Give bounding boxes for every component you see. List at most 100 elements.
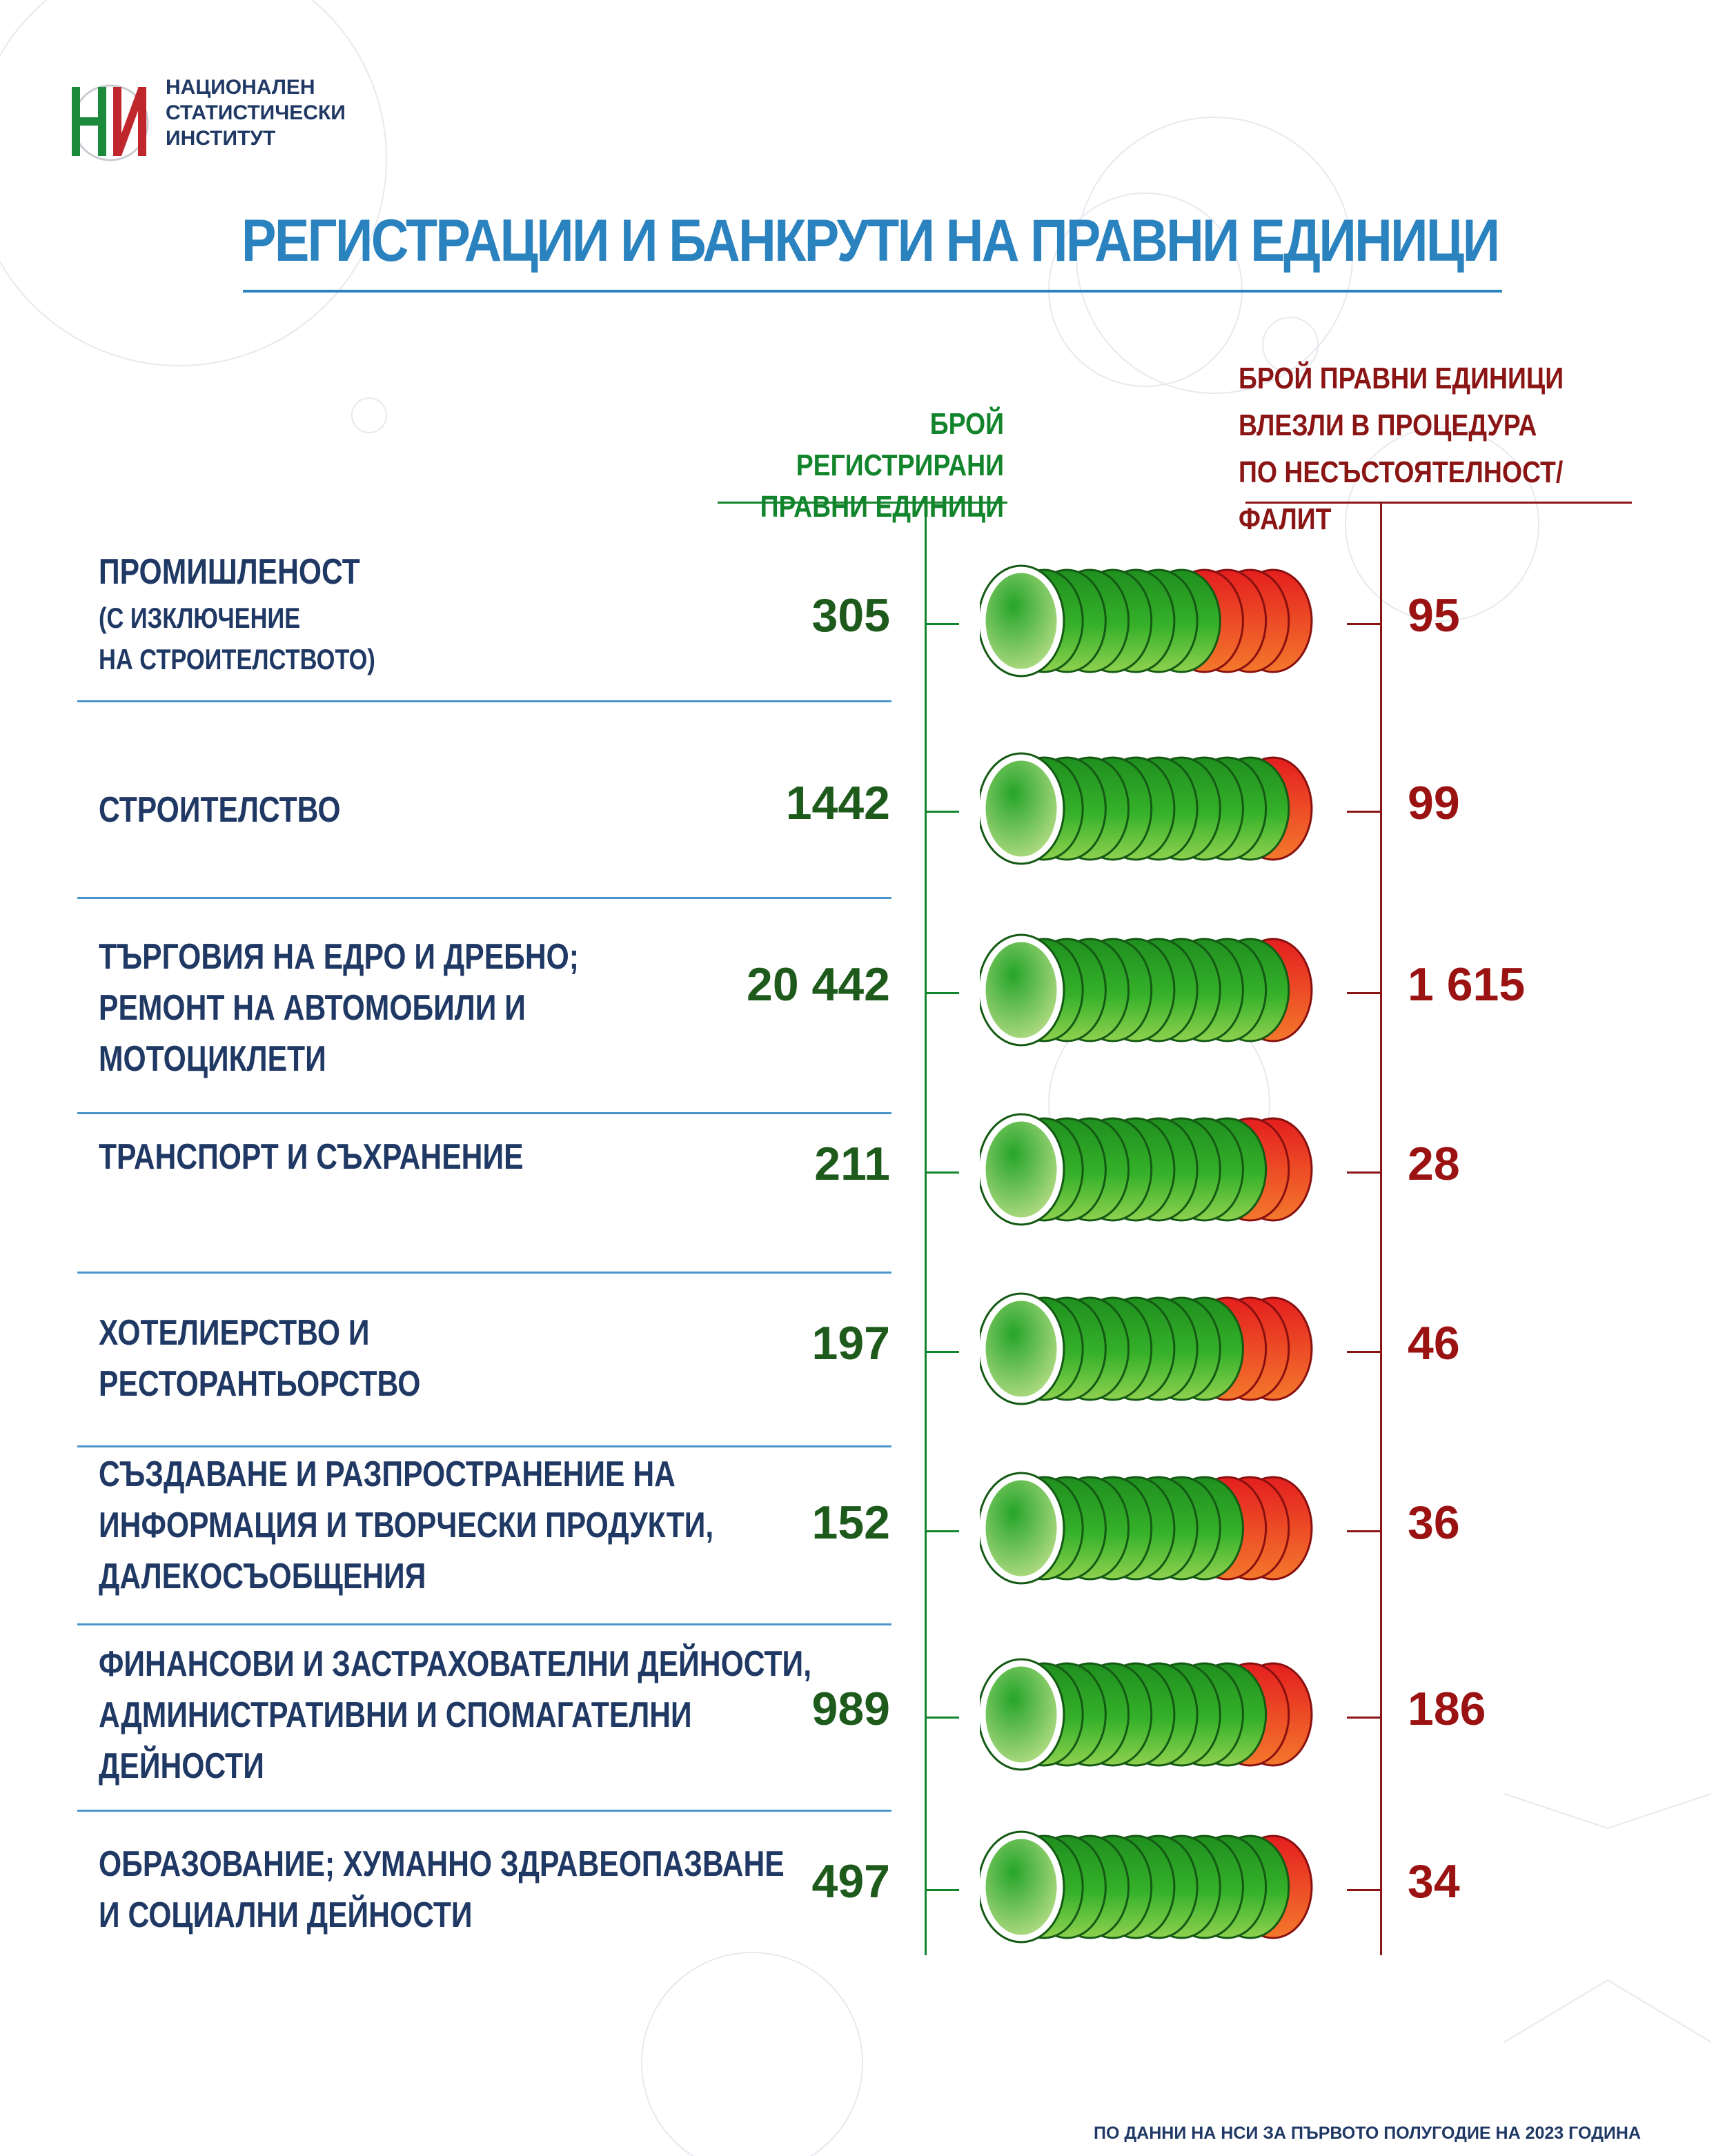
registered-axis (925, 502, 927, 1955)
coil-face (980, 1660, 1063, 1769)
coil-icon (980, 1472, 1313, 1585)
sector-label: ТЪРГОВИЯ НА ЕДРО И ДРЕБНО; РЕМОНТ НА АВТО… (99, 931, 579, 1085)
coil-rim (980, 752, 1065, 865)
sector-label-line: ТЪРГОВИЯ НА ЕДРО И ДРЕБНО; (99, 937, 579, 977)
coil-icon (980, 1658, 1313, 1771)
sector-label-line: СТРОИТЕЛСТВО (99, 790, 341, 830)
sector-label: ХОТЕЛИЕРСТВО И РЕСТОРАНТЬОРСТВО (99, 1307, 420, 1410)
coil-face (980, 1474, 1063, 1583)
registered-tick (925, 1889, 959, 1891)
coil-rim (980, 933, 1065, 1047)
sector-label-line: ХОТЕЛИЕРСТВО И (99, 1313, 370, 1353)
sector-label-line: АДМИНИСТРАТИВНИ И СПОМАГАТЕЛНИ (99, 1695, 692, 1735)
organization-name: НАЦИОНАЛЕН СТАТИСТИЧЕСКИ ИНСТИТУТ (166, 75, 373, 151)
coil-rim (980, 1658, 1065, 1771)
bankrupt-value: 36 (1408, 1496, 1460, 1549)
registered-header-line-2: ПРАВНИ ЕДИНИЦИ (760, 490, 1004, 524)
registered-header-underline (718, 502, 1007, 504)
bankrupt-header-line-1: БРОЙ ПРАВНИ ЕДИНИЦИ (1239, 362, 1564, 395)
sector-label: ФИНАНСОВИ И ЗАСТРАХОВАТЕЛНИ ДЕЙНОСТИ, АДМ… (99, 1639, 811, 1792)
bankrupt-tick (1347, 1530, 1380, 1532)
bankrupt-value: 1 615 (1408, 958, 1526, 1011)
coil-icon (980, 564, 1313, 678)
registered-value: 197 (811, 1317, 890, 1369)
sector-sublabel-line: (С ИЗКЛЮЧЕНИЕ (99, 602, 301, 634)
sector-label-line: ФИНАНСОВИ И ЗАСТРАХОВАТЕЛНИ ДЕЙНОСТИ, (99, 1644, 812, 1684)
registered-tick (925, 1530, 959, 1532)
sector-label-line: И СОЦИАЛНИ ДЕЙНОСТИ (99, 1895, 473, 1935)
title-underline (243, 290, 1502, 293)
sector-label-line: СЪЗДАВАНЕ И РАЗПРОСТРАНЕНИЕ НА (99, 1454, 676, 1494)
organization-line-1: НАЦИОНАЛЕН (166, 76, 315, 99)
sector-label-line: ПРОМИШЛЕНОСТ (99, 552, 360, 592)
registered-value: 211 (814, 1138, 890, 1190)
coil-face (980, 1294, 1063, 1403)
sector-sublabel-line: НА СТРОИТЕЛСТВОТО) (99, 643, 375, 675)
coil-icon (980, 752, 1313, 865)
sector-label: СТРОИТЕЛСТВО (99, 784, 341, 835)
coil-face (980, 1115, 1063, 1224)
sector-label-line: ОБРАЗОВАНИЕ; ХУМАННО ЗДРАВЕОПАЗВАНЕ (99, 1844, 785, 1884)
registered-tick (925, 1351, 959, 1353)
coil-rim (980, 1472, 1065, 1585)
row-separator (77, 1623, 891, 1625)
bankrupt-tick (1347, 1717, 1380, 1719)
bankrupt-header-line-3: ПО НЕСЪСТОЯТЕЛНОСТ/ФАЛИТ (1239, 455, 1564, 536)
registered-header: БРОЙ РЕГИСТРИРАНИ ПРАВНИ ЕДИНИЦИ (737, 404, 1004, 528)
registered-value: 152 (811, 1496, 890, 1549)
source-note: ПО ДАННИ НА НСИ ЗА ПЪРВОТО ПОЛУГОДИЕ НА … (1094, 2124, 1641, 2143)
registered-tick (925, 1717, 959, 1719)
registered-tick (925, 992, 959, 994)
registered-value: 497 (811, 1855, 890, 1908)
sector-label-line: ТРАНСПОРТ И СЪХРАНЕНИЕ (99, 1137, 524, 1177)
registered-tick (925, 623, 959, 625)
organization-line-3: ИНСТИТУТ (166, 127, 276, 150)
bankrupt-value: 186 (1408, 1683, 1486, 1735)
registered-value: 1442 (785, 777, 890, 829)
bankrupt-value: 28 (1408, 1138, 1460, 1190)
bankrupt-value: 99 (1408, 777, 1460, 829)
coil-icon (980, 1830, 1313, 1944)
sector-label: ОБРАЗОВАНИЕ; ХУМАННО ЗДРАВЕОПАЗВАНЕ И СОЦ… (99, 1839, 785, 1941)
coil-icon (980, 933, 1313, 1047)
coil-icon (980, 1113, 1313, 1226)
row-separator (77, 700, 891, 702)
sector-label: СЪЗДАВАНЕ И РАЗПРОСТРАНЕНИЕ НА ИНФОРМАЦИЯ… (99, 1449, 713, 1602)
bankrupt-header-underline (1245, 502, 1632, 504)
bankrupt-tick (1347, 811, 1380, 813)
bankrupt-tick (1347, 1171, 1380, 1174)
coil-face (980, 936, 1063, 1045)
bankrupt-tick (1347, 1351, 1380, 1353)
organization-line-2: СТАТИСТИЧЕСКИ (166, 101, 346, 124)
bankrupt-value: 46 (1408, 1317, 1460, 1369)
registered-value: 305 (811, 589, 890, 642)
registered-header-line-1: БРОЙ РЕГИСТРИРАНИ (796, 407, 1004, 482)
sector-label-line: РЕСТОРАНТЬОРСТВО (99, 1364, 421, 1404)
registered-tick (925, 811, 959, 813)
bankrupt-tick (1347, 1889, 1380, 1891)
coil-icon (980, 1292, 1313, 1405)
bankrupt-header-line-2: ВЛЕЗЛИ В ПРОЦЕДУРА (1239, 408, 1537, 442)
coil-rim (980, 1830, 1065, 1944)
coil-face (980, 754, 1063, 863)
coil-rim (980, 564, 1065, 678)
sector-label-line: РЕМОНТ НА АВТОМОБИЛИ И (99, 988, 526, 1028)
sector-label-line: ДАЛЕКОСЪОБЩЕНИЯ (99, 1556, 426, 1596)
row-separator (77, 1272, 891, 1274)
registered-tick (925, 1171, 959, 1174)
coil-rim (980, 1292, 1065, 1405)
registered-value: 20 442 (747, 958, 890, 1011)
registered-value: 989 (811, 1683, 890, 1735)
bankrupt-header: БРОЙ ПРАВНИ ЕДИНИЦИ ВЛЕЗЛИ В ПРОЦЕДУРА П… (1239, 355, 1590, 543)
sector-label-line: ДЕЙНОСТИ (99, 1746, 264, 1786)
page-title: РЕГИСТРАЦИИ И БАНКРУТИ НА ПРАВНИ ЕДИНИЦИ (241, 208, 1500, 274)
sector-label: ТРАНСПОРТ И СЪХРАНЕНИЕ (99, 1131, 524, 1183)
row-separator (77, 1445, 891, 1447)
sector-label-line: МОТОЦИКЛЕТИ (99, 1039, 326, 1079)
row-separator (77, 1810, 891, 1812)
coil-face (980, 1832, 1063, 1941)
coil-rim (980, 1113, 1065, 1226)
row-separator (77, 897, 891, 899)
bankrupt-axis (1380, 502, 1382, 1955)
sector-label-line: ИНФОРМАЦИЯ И ТВОРЧЕСКИ ПРОДУКТИ, (99, 1505, 714, 1545)
